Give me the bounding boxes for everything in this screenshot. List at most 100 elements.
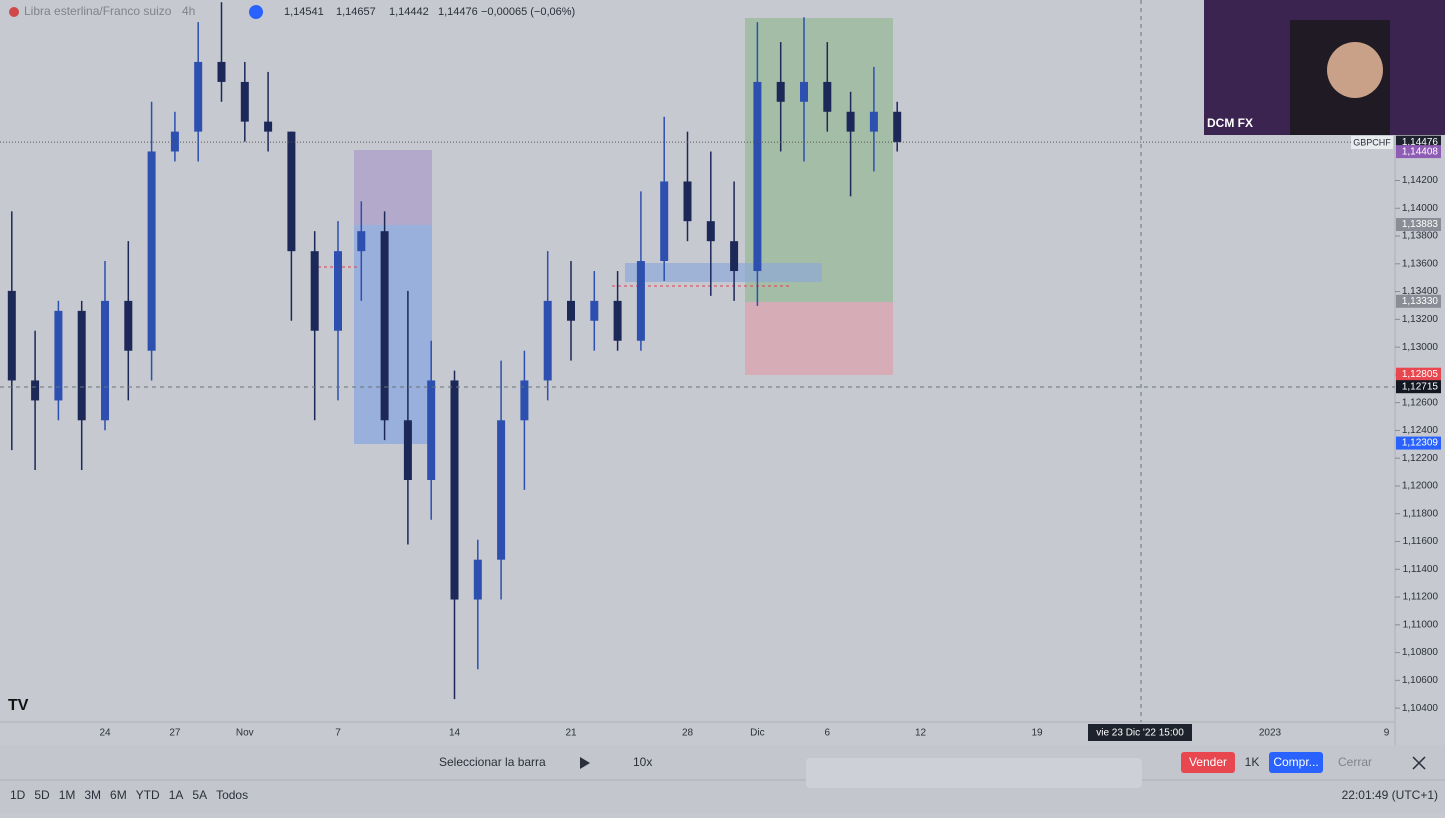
candle-body [800, 81, 808, 102]
clock: 22:01:49 (UTC+1) [1342, 788, 1438, 802]
candle-body [730, 241, 739, 272]
candle-body [124, 300, 133, 351]
x-tick-label: 27 [169, 728, 181, 739]
candle-body [54, 310, 63, 401]
x-tick-label: 19 [1031, 728, 1043, 739]
x-tick-label: 9 [1384, 728, 1390, 739]
x-tick-label: 28 [682, 728, 694, 739]
x-tick-label: 6 [825, 728, 831, 739]
y-tick-label: 1,12400 [1402, 425, 1439, 436]
candle-body [334, 251, 342, 331]
candle-body [310, 251, 319, 331]
ohlc-open: 1,14541 [284, 6, 324, 18]
candle-body [613, 300, 622, 341]
crosshair-time-bg [1088, 724, 1192, 741]
range-button[interactable]: 1M [59, 788, 76, 802]
box-profit [745, 18, 893, 302]
price-tag [1396, 145, 1441, 159]
price-tag [1396, 367, 1441, 381]
range-button[interactable]: 5A [192, 788, 207, 802]
x-tick-label: Nov [236, 728, 254, 739]
y-tick-label: 1,12000 [1402, 481, 1439, 492]
y-tick-label: 1,11600 [1403, 536, 1439, 547]
symbol-tag: GBPCHF [1353, 137, 1391, 147]
candle-body [357, 231, 366, 252]
candle-body [636, 261, 645, 341]
price-tag-label: 1,12309 [1402, 438, 1439, 449]
range-button[interactable]: 6M [110, 788, 127, 802]
y-tick-label: 1,10400 [1402, 703, 1439, 714]
candle-body [473, 559, 482, 600]
x-tick-label: 7 [335, 728, 341, 739]
drawing-bar [806, 758, 1142, 788]
candle-body [380, 231, 389, 421]
speed[interactable]: 10x [633, 755, 652, 769]
candles [7, 2, 902, 700]
candle-body [706, 221, 715, 242]
candle-body [217, 61, 226, 82]
y-tick-label: 1,13800 [1402, 231, 1439, 242]
y-tick-label: 1,11000 [1403, 619, 1439, 630]
candle-body [77, 310, 86, 421]
y-tick-label: 1,14000 [1402, 203, 1439, 214]
x-tick-label: 14 [449, 728, 461, 739]
x-tick-label: Dic [750, 728, 764, 739]
price-tag-label: 1,13330 [1402, 296, 1439, 307]
box-loss [745, 302, 893, 375]
candle-body [240, 81, 249, 122]
y-tick-label: 1,11200 [1403, 592, 1439, 603]
candle-body [147, 151, 156, 351]
replay-icon [249, 5, 263, 19]
price-tag-label: 1,13883 [1402, 219, 1439, 230]
candle-body [660, 181, 669, 262]
select-bar[interactable]: Seleccionar la barra [439, 755, 546, 769]
candle-body [450, 380, 459, 600]
candle-body [869, 111, 878, 132]
y-tick-label: 1,12200 [1402, 453, 1439, 464]
x-tick-label: 24 [99, 728, 111, 739]
flag [9, 7, 19, 17]
close-x[interactable] [1412, 756, 1426, 770]
size[interactable]: 1K [1245, 755, 1260, 769]
candle-body [101, 300, 109, 421]
candle-body [823, 81, 832, 112]
candle-body [520, 380, 529, 421]
ohlc-low: 1,14442 [389, 6, 429, 18]
ranges: 1D 5D 1M 3M 6M YTD 1A 5A Todos [10, 788, 248, 802]
candle-body [543, 300, 552, 381]
webcam-face [1327, 42, 1383, 98]
range-button[interactable]: 5D [34, 788, 50, 802]
webcam-label: DCM FX [1207, 116, 1253, 130]
candle-body [194, 61, 203, 132]
symbol: Libra esterlina/Franco suizo [24, 4, 172, 18]
buy[interactable]: Compr... [1273, 755, 1318, 769]
interval: 4h [182, 4, 195, 18]
range-button[interactable]: 1D [10, 788, 26, 802]
range-button[interactable]: YTD [136, 788, 160, 802]
x-tick-label: 12 [915, 728, 927, 739]
y-tick-label: 1,11800 [1403, 508, 1439, 519]
y-tick-label: 1,10600 [1402, 675, 1439, 686]
candle-body [846, 111, 855, 132]
price-tag [1396, 218, 1441, 232]
sell-btn[interactable] [1181, 752, 1235, 773]
candle-body [497, 420, 506, 560]
range-button[interactable]: 1A [169, 788, 184, 802]
price-tag-label: 1,14408 [1402, 146, 1439, 157]
candle-body [753, 81, 762, 272]
box-blue [354, 225, 432, 444]
candle-body [287, 131, 296, 252]
candle-body [7, 290, 16, 381]
buy-btn[interactable] [1269, 752, 1323, 773]
candle-body [683, 181, 692, 222]
play[interactable] [580, 757, 590, 769]
range-button[interactable]: 3M [84, 788, 101, 802]
y-tick-label: 1,10800 [1402, 647, 1439, 658]
price-tag-label: 1,12715 [1402, 381, 1439, 392]
candle-body [893, 111, 902, 143]
range-button[interactable]: Todos [216, 788, 248, 802]
sell[interactable]: Vender [1189, 755, 1227, 769]
price-tag [1396, 294, 1441, 308]
close-pos[interactable]: Cerrar [1338, 755, 1372, 769]
